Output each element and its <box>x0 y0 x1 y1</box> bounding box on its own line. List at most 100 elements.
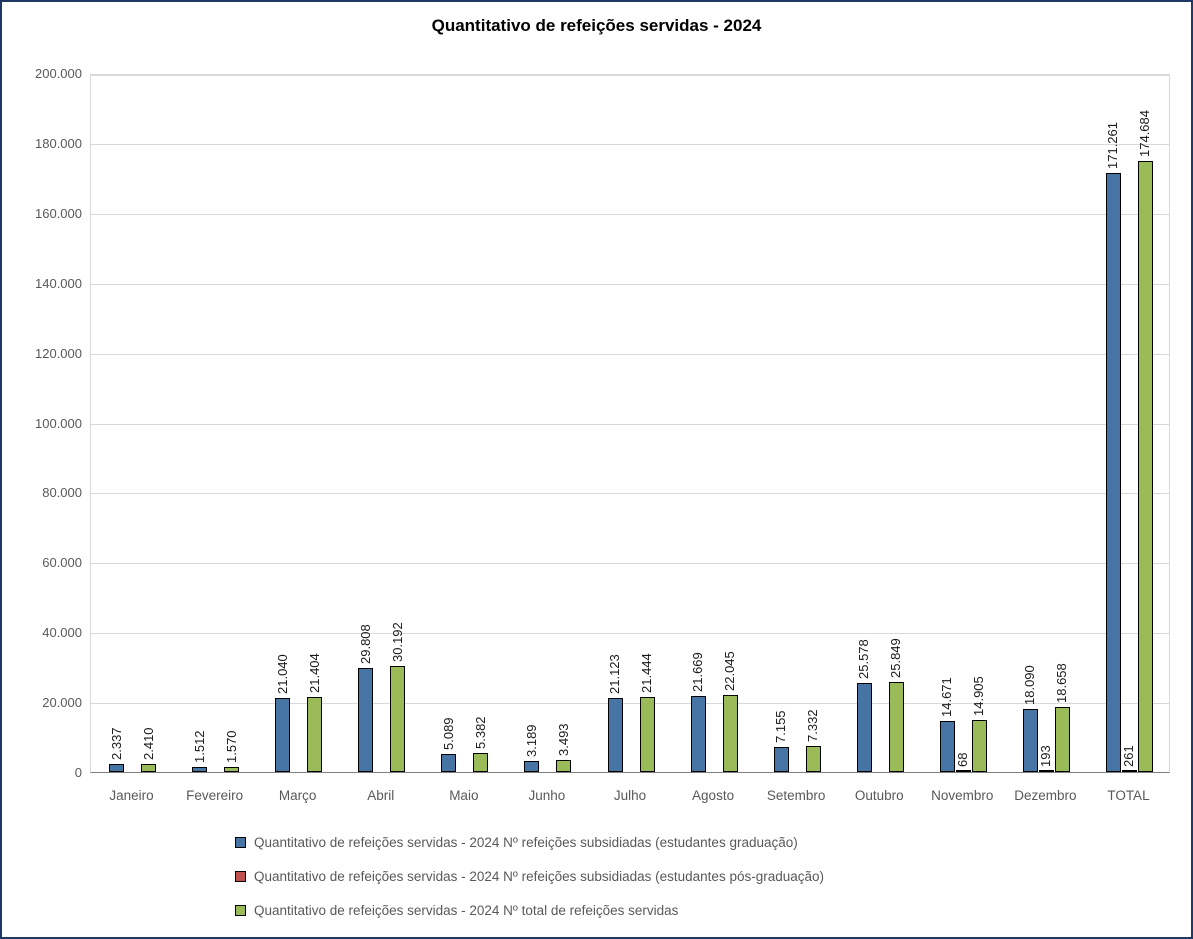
gridline <box>91 213 1169 215</box>
x-axis-label-fevereiro: Fevereiro <box>186 788 244 803</box>
bar-graduacao-fevereiro <box>192 766 208 772</box>
gridline <box>91 143 1169 145</box>
data-label-graduacao: 14.671 <box>939 676 955 717</box>
bar-total-maio <box>473 753 489 772</box>
bar-graduacao-maio <box>441 754 457 772</box>
gridline <box>91 75 1169 76</box>
x-axis-label-julho: Julho <box>613 788 647 803</box>
data-label-graduacao: 7.155 <box>773 710 789 743</box>
x-axis-label-agosto: Agosto <box>692 788 735 803</box>
bar-total-julho <box>639 697 655 772</box>
data-label-total: 3.493 <box>555 723 571 756</box>
x-axis-label-dezembro: Dezembro <box>1014 788 1077 803</box>
y-axis-label: 140.000 <box>35 275 82 291</box>
gridline <box>91 493 1169 495</box>
data-label-graduacao: 5.089 <box>440 717 456 751</box>
bar-total-total <box>1137 161 1153 772</box>
legend-label: Quantitativo de refeições servidas - 202… <box>254 834 798 850</box>
data-label-pos-graduacao: 193 <box>1038 745 1054 767</box>
bar-graduacao-julho <box>607 698 623 772</box>
legend-swatch-pos-graduacao <box>235 870 246 882</box>
data-label-total: 22.045 <box>722 651 738 691</box>
legend-swatch-graduacao <box>235 836 246 848</box>
x-axis-label-outubro: Outubro <box>854 788 904 803</box>
bar-total-fevereiro <box>224 766 240 772</box>
bar-pos-graduacao-novembro <box>955 770 971 772</box>
data-label-total: 14.905 <box>971 676 987 716</box>
legend-item-graduacao: Quantitativo de refeições servidas - 202… <box>235 832 824 852</box>
data-label-pos-graduacao: 68 <box>955 752 971 767</box>
data-label-total: 7.332 <box>805 709 821 743</box>
data-label-graduacao: 21.123 <box>607 654 622 695</box>
data-label-total: 1.570 <box>223 729 239 763</box>
data-label-graduacao: 18.090 <box>1022 665 1038 705</box>
data-label-graduacao: 2.337 <box>108 727 124 760</box>
legend: Quantitativo de refeições servidas - 202… <box>235 832 824 934</box>
bar-pos-graduacao-total <box>1121 770 1137 772</box>
data-label-pos-graduacao: 261 <box>1121 745 1137 767</box>
bar-total-janeiro <box>141 763 157 772</box>
x-axis-label-abril: Abril <box>367 788 395 803</box>
x-axis-label-total: TOTAL <box>1107 788 1150 803</box>
x-axis-label-novembro: Novembro <box>931 788 994 803</box>
bar-total-junho <box>556 759 572 772</box>
bar-graduacao-setembro <box>773 747 789 772</box>
data-label-total: 25.849 <box>888 637 904 678</box>
bar-graduacao-total <box>1105 173 1121 772</box>
gridline <box>91 283 1169 285</box>
chart-title: Quantitativo de refeições servidas - 202… <box>431 16 762 35</box>
data-label-total: 21.444 <box>639 653 654 694</box>
data-label-total: 21.404 <box>306 653 322 694</box>
data-label-graduacao: 1.512 <box>191 730 207 763</box>
data-label-graduacao: 25.578 <box>856 638 872 679</box>
x-axis-label-junho: Junho <box>528 788 566 803</box>
bar-total-abril <box>390 666 406 772</box>
gridline <box>91 423 1169 425</box>
data-label-graduacao: 21.669 <box>690 652 706 693</box>
bar-graduacao-outubro <box>856 682 872 772</box>
gridline <box>91 703 1169 705</box>
x-axis-label-janeiro: Janeiro <box>109 788 154 803</box>
gridline <box>91 633 1169 635</box>
legend-label: Quantitativo de refeições servidas - 202… <box>254 868 824 884</box>
x-axis-label-março: Março <box>278 788 317 803</box>
data-label-total: 2.410 <box>140 727 156 760</box>
data-label-total: 5.382 <box>472 716 488 750</box>
legend-item-total: Quantitativo de refeições servidas - 202… <box>235 900 824 920</box>
y-axis-label: 60.000 <box>42 555 82 571</box>
data-label-total: 18.658 <box>1054 663 1070 703</box>
bar-graduacao-janeiro <box>109 763 125 772</box>
bar-total-setembro <box>805 746 821 772</box>
bar-graduacao-novembro <box>939 720 955 772</box>
data-label-graduacao: 171.261 <box>1105 122 1121 170</box>
bar-graduacao-abril <box>358 667 374 772</box>
y-axis-label: 100.000 <box>35 415 82 431</box>
bar-graduacao-junho <box>524 760 540 772</box>
data-label-graduacao: 3.189 <box>523 724 539 757</box>
bar-total-dezembro <box>1054 706 1070 772</box>
bar-graduacao-agosto <box>690 696 706 772</box>
bar-total-outubro <box>888 681 904 772</box>
y-axis-label: 120.000 <box>35 345 82 361</box>
plot-area: 2.337 1.512 21.040 29.808 5.089 3.189 21.123 21… <box>90 74 1170 773</box>
y-axis-label: 160.000 <box>35 205 82 221</box>
data-label-graduacao: 21.040 <box>274 654 290 695</box>
y-axis-label: 180.000 <box>35 135 82 151</box>
y-axis-label: 20.000 <box>42 695 82 711</box>
bar-total-novembro <box>971 719 987 772</box>
data-label-total: 174.684 <box>1137 110 1153 158</box>
x-axis-label-setembro: Setembro <box>766 788 826 803</box>
y-axis-label: 200.000 <box>35 66 82 81</box>
bar-graduacao-dezembro <box>1022 708 1038 772</box>
gridline <box>91 353 1169 355</box>
y-axis-label: 40.000 <box>42 625 82 641</box>
y-axis-label: 0 <box>74 765 82 780</box>
bar-pos-graduacao-dezembro <box>1038 770 1054 772</box>
bar-total-agosto <box>722 694 738 772</box>
legend-swatch-total <box>235 904 246 916</box>
bar-total-março <box>307 697 323 772</box>
data-label-graduacao: 29.808 <box>357 624 373 664</box>
y-axis-label: 80.000 <box>42 485 82 501</box>
bar-graduacao-março <box>275 698 291 772</box>
